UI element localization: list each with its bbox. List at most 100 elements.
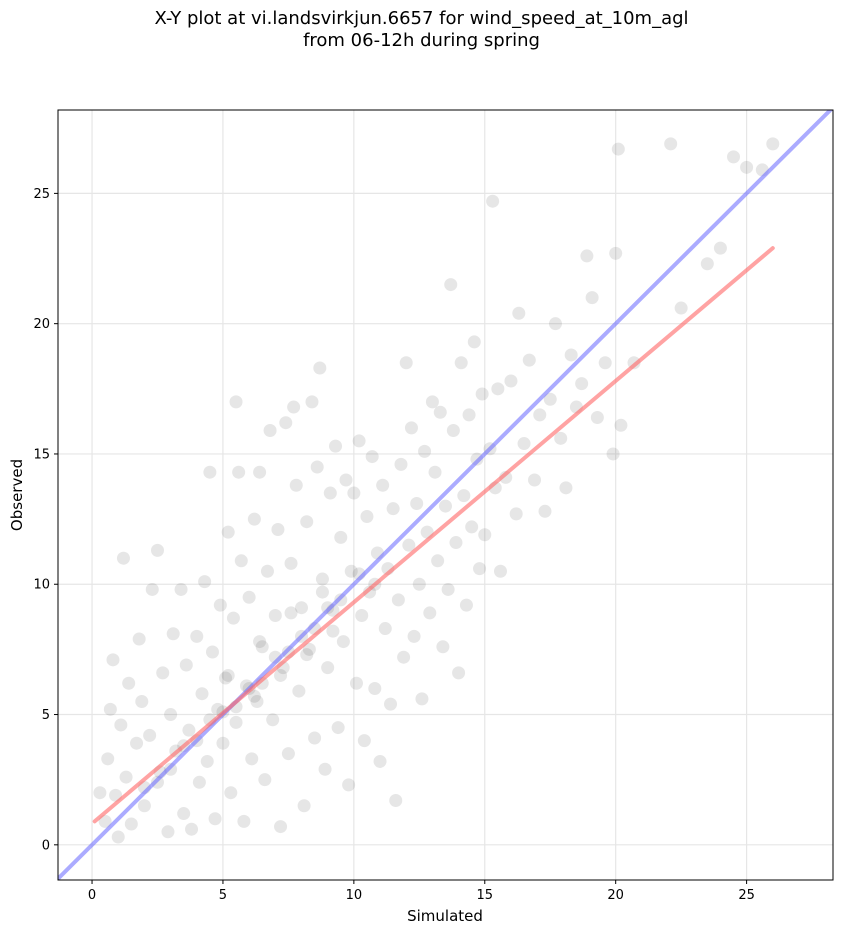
data-point <box>407 629 421 643</box>
data-point <box>208 812 222 826</box>
data-point <box>452 666 466 680</box>
data-point <box>150 543 164 557</box>
data-point <box>216 736 230 750</box>
data-point <box>331 721 345 735</box>
data-point <box>294 601 308 615</box>
data-point <box>234 554 248 568</box>
data-point <box>391 593 405 607</box>
data-point <box>237 814 251 828</box>
data-point <box>226 611 240 625</box>
y-axis-ticks: 0 5 10 15 20 25 <box>33 187 58 853</box>
data-point <box>205 645 219 659</box>
data-point <box>164 708 178 722</box>
data-point <box>415 692 429 706</box>
data-point <box>580 249 594 263</box>
data-point <box>305 395 319 409</box>
data-point <box>467 335 481 349</box>
data-point <box>410 496 424 510</box>
data-point <box>473 562 487 576</box>
chart-title-line-1: X-Y plot at vi.landsvirkjun.6657 for win… <box>154 8 689 29</box>
data-point <box>548 317 562 331</box>
x-axis-ticks: 0 5 10 15 20 25 <box>88 880 755 903</box>
data-point <box>598 356 612 370</box>
reference-lines <box>58 110 833 880</box>
data-point <box>253 465 267 479</box>
data-point <box>219 671 233 685</box>
data-point <box>522 353 536 367</box>
data-point <box>111 830 125 844</box>
data-point <box>284 556 298 570</box>
data-point <box>360 509 374 523</box>
y-tick-label: 20 <box>33 317 50 332</box>
x-axis-label: Simulated <box>407 907 483 925</box>
data-point <box>336 635 350 649</box>
data-point <box>260 564 274 578</box>
data-point <box>713 241 727 255</box>
y-tick-label: 25 <box>33 187 50 202</box>
data-point <box>229 395 243 409</box>
data-point <box>255 640 269 654</box>
data-point <box>289 478 303 492</box>
data-point <box>664 137 678 151</box>
data-point <box>103 702 117 716</box>
data-point <box>349 676 363 690</box>
data-point <box>554 431 568 445</box>
data-point <box>308 731 322 745</box>
data-point <box>145 582 159 596</box>
data-point <box>590 410 604 424</box>
data-point <box>478 528 492 542</box>
chart-title-line-2: from 06-12h during spring <box>303 30 540 51</box>
data-point <box>114 718 128 732</box>
data-point <box>203 465 217 479</box>
data-point <box>116 551 130 565</box>
data-point <box>281 747 295 761</box>
data-point <box>292 684 306 698</box>
data-point <box>517 437 531 451</box>
data-point <box>334 530 348 544</box>
data-point <box>245 752 259 766</box>
data-point <box>425 395 439 409</box>
data-point <box>323 486 337 500</box>
data-point <box>315 572 329 586</box>
data-point <box>119 770 133 784</box>
data-point <box>436 640 450 654</box>
data-point <box>161 825 175 839</box>
data-point <box>242 590 256 604</box>
data-point <box>493 564 507 578</box>
data-point <box>266 713 280 727</box>
data-point <box>263 424 277 438</box>
data-point <box>491 382 505 396</box>
data-point <box>143 728 157 742</box>
data-point <box>614 418 628 432</box>
data-point <box>179 658 193 672</box>
data-point <box>386 502 400 516</box>
x-tick-label: 25 <box>738 888 755 903</box>
data-point <box>766 137 780 151</box>
data-point <box>274 668 288 682</box>
data-point <box>475 387 489 401</box>
data-point <box>300 648 314 662</box>
data-point <box>397 650 411 664</box>
data-point <box>611 142 625 156</box>
data-point <box>268 609 282 623</box>
data-point <box>449 536 463 550</box>
data-point <box>224 786 238 800</box>
regression-line <box>92 246 775 824</box>
data-point <box>533 408 547 422</box>
data-point <box>93 786 107 800</box>
y-tick-label: 5 <box>42 708 50 723</box>
x-tick-label: 15 <box>477 888 494 903</box>
data-point <box>271 523 285 537</box>
data-point <box>376 478 390 492</box>
data-point <box>130 736 144 750</box>
one-to-one-line <box>58 110 833 880</box>
data-point <box>352 434 366 448</box>
data-point <box>700 257 714 271</box>
data-point <box>454 356 468 370</box>
plot-frame <box>57 109 834 881</box>
data-point <box>365 450 379 464</box>
data-point <box>389 794 403 808</box>
data-point <box>274 820 288 834</box>
data-point <box>302 642 316 656</box>
data-point <box>297 799 311 813</box>
